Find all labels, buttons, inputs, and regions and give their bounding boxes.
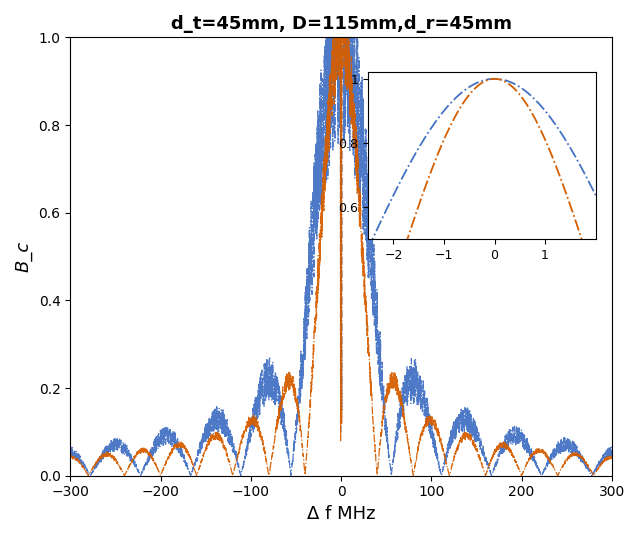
- Y-axis label: B_c: B_c: [15, 241, 33, 272]
- Title: d_t=45mm, D=115mm,d_r=45mm: d_t=45mm, D=115mm,d_r=45mm: [171, 15, 511, 33]
- X-axis label: Δ f MHz: Δ f MHz: [307, 505, 375, 523]
